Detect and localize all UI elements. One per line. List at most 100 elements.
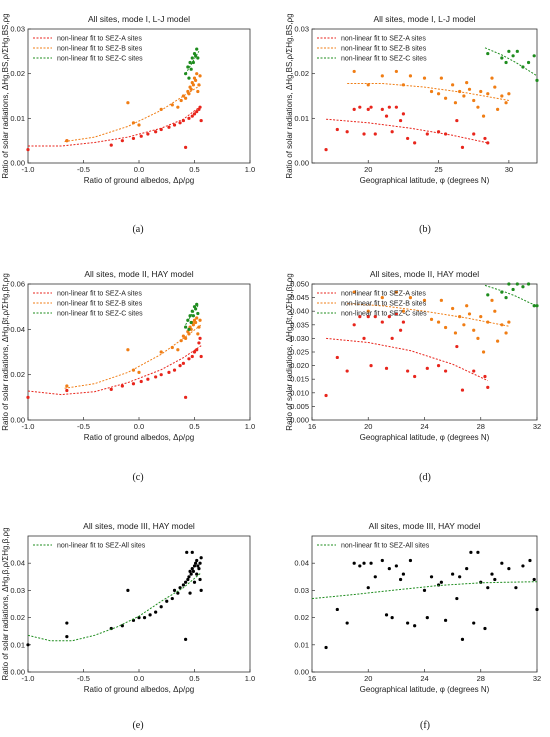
data-point (192, 564, 197, 568)
data-point (65, 635, 69, 639)
data-point (384, 114, 389, 118)
fit-curve (27, 345, 202, 396)
data-point (406, 369, 410, 373)
data-point (387, 567, 391, 571)
y-tick-label: 0.00 (10, 159, 25, 168)
data-point (324, 393, 328, 398)
data-point (369, 364, 373, 368)
data-point (126, 588, 130, 593)
data-point (179, 98, 183, 103)
legend-entry: non-linear fit to SEZ-B sites (57, 301, 143, 308)
data-point (394, 290, 398, 294)
data-point (366, 83, 370, 87)
data-point (401, 572, 406, 576)
x-tick-label: -0.5 (77, 422, 90, 431)
x-tick-label: 0.5 (189, 165, 199, 174)
x-axis-label: Geographical latitude, φ (degrees N) (360, 433, 490, 442)
data-point (198, 561, 202, 565)
data-point (184, 336, 188, 340)
y-axis-label: Ratio of solar radiations, ΔHg,BS,ρ/ΣHg,… (1, 13, 10, 178)
data-point (515, 282, 519, 286)
data-point (189, 87, 193, 91)
data-point (408, 74, 413, 78)
data-point (184, 96, 188, 100)
data-point (476, 550, 480, 554)
data-point (451, 572, 455, 576)
x-tick-label: 32 (533, 674, 541, 683)
data-point (515, 49, 519, 53)
chart-title: All sites, mode I, L-J model (88, 14, 190, 24)
data-point (413, 141, 417, 145)
data-point (535, 607, 539, 612)
data-point (514, 586, 518, 590)
legend-entry: non-linear fit to SEZ-A sites (341, 291, 426, 298)
data-point (172, 368, 177, 372)
data-point (159, 350, 163, 354)
data-point (500, 56, 504, 60)
y-tick-label: 0.00 (294, 159, 309, 168)
panel-label: (c) (132, 472, 143, 483)
plot-frame (311, 535, 538, 673)
data-point (345, 130, 349, 134)
fit-curve (326, 337, 489, 382)
data-point (521, 564, 525, 568)
y-axis-label: Ratio of solar radiations, ΔHg,BS,ρ/ΣHg,… (285, 13, 294, 178)
data-point (195, 47, 199, 51)
y-tick-label: 0.000 (290, 416, 309, 425)
data-point (429, 89, 434, 94)
x-tick-label: -0.5 (77, 165, 90, 174)
data-point (120, 139, 124, 143)
data-point (146, 132, 150, 136)
data-point (455, 118, 459, 123)
data-point (352, 561, 356, 565)
series-2 (64, 72, 202, 143)
x-tick-label: 20 (364, 422, 372, 431)
data-point (195, 572, 199, 576)
data-point (199, 354, 203, 359)
data-point (195, 558, 199, 563)
data-point (380, 107, 384, 111)
data-point (465, 567, 469, 571)
data-point (366, 315, 370, 319)
data-point (504, 296, 508, 300)
data-point (408, 558, 413, 563)
data-point (172, 123, 177, 127)
data-point (26, 148, 30, 152)
data-point (422, 588, 427, 593)
data-point (192, 350, 197, 354)
data-point (154, 610, 158, 614)
data-point (439, 76, 443, 80)
data-point (352, 323, 356, 327)
legend-entry: non-linear fit to SEZ-C sites (57, 311, 143, 318)
x-tick-label: 0.5 (189, 674, 199, 683)
legend: non-linear fit to SEZ-All sites (33, 543, 146, 550)
data-point (472, 621, 476, 625)
y-tick-label: 0.04 (10, 559, 25, 568)
data-point (196, 332, 200, 336)
legend-entry: non-linear fit to SEZ-All sites (57, 543, 146, 550)
chart-panel-f: All sites, mode III, HAY model 16 20 24 28 32… (294, 521, 541, 731)
legend-entry: non-linear fit to SEZ-A sites (341, 36, 426, 43)
plot-frame (27, 535, 251, 673)
data-point (120, 624, 124, 628)
data-point (472, 328, 476, 332)
panel-label: (d) (419, 472, 431, 483)
y-tick-label: 0.01 (10, 640, 25, 649)
data-point (184, 637, 188, 641)
x-tick-label: 25 (434, 165, 442, 174)
data-point (455, 344, 459, 349)
plot-frame (311, 28, 538, 164)
data-point (120, 384, 124, 388)
data-point (170, 596, 174, 601)
data-point (422, 298, 427, 302)
legend: non-linear fit to SEZ-A sites non-linear … (317, 36, 427, 63)
data-point (380, 320, 384, 324)
data-point (408, 296, 413, 300)
data-point (26, 643, 30, 647)
legend-entry: non-linear fit to SEZ-C sites (341, 311, 427, 318)
data-point (194, 78, 198, 82)
y-tick-label: 0.00 (10, 416, 25, 425)
fit-curve (64, 324, 202, 389)
data-point (413, 624, 417, 628)
legend: non-linear fit to SEZ-All sites (317, 543, 430, 550)
